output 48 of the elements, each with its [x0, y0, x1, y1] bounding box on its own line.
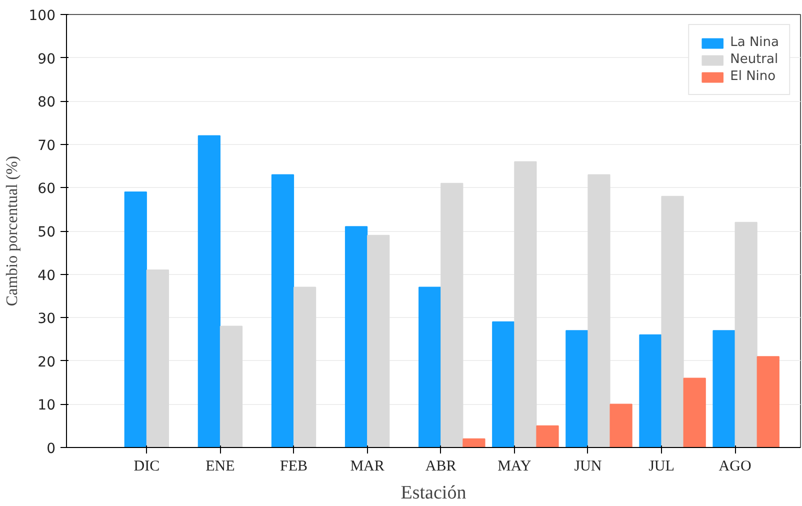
bar [588, 174, 610, 448]
bar [712, 330, 736, 448]
bar [418, 286, 442, 448]
bar [293, 286, 316, 448]
y-tick-label: 40 [38, 268, 56, 284]
y-tick-label: 20 [38, 354, 56, 370]
bar [440, 182, 464, 448]
x-tick-label: JUL [648, 458, 674, 474]
bar [344, 226, 368, 448]
bar [198, 135, 220, 448]
x-tick-label: FEB [280, 458, 308, 474]
bar [536, 425, 559, 448]
bar [367, 234, 390, 448]
y-tick-label: 10 [38, 398, 56, 414]
y-tick-label: 100 [28, 8, 56, 24]
x-tick-label: MAR [350, 458, 384, 474]
bar [124, 192, 147, 448]
x-tick-label: ABR [425, 458, 456, 474]
bar [734, 222, 758, 448]
bar [639, 334, 662, 448]
x-tick-label: JUN [574, 458, 602, 474]
x-tick-label: AGO [718, 458, 752, 474]
legend-label: Neutral [730, 52, 778, 67]
bar [514, 161, 537, 448]
bar [661, 196, 684, 448]
y-tick-label: 50 [38, 224, 56, 240]
bar [146, 269, 170, 448]
bar [271, 174, 294, 448]
bar [462, 438, 486, 448]
bar [610, 404, 632, 448]
y-tick-label: 60 [38, 181, 56, 198]
y-tick-label: 30 [38, 311, 56, 328]
y-tick-label: 70 [38, 138, 56, 154]
x-tick-label: ENE [206, 458, 235, 474]
bar [492, 321, 515, 448]
y-tick-label: 0 [46, 441, 56, 457]
x-axis-title: Estación [400, 482, 467, 504]
x-tick-label: DIC [134, 458, 160, 474]
legend-label: La Nina [730, 35, 779, 50]
y-tick-label: 80 [38, 94, 56, 111]
bar [566, 330, 588, 448]
bar [756, 356, 780, 448]
x-tick-label: MAY [498, 458, 532, 474]
y-axis-title: Cambio porcentual (%) [4, 156, 21, 306]
bar [220, 326, 243, 448]
legend-label: El Nino [730, 69, 776, 84]
y-tick-label: 90 [38, 51, 56, 68]
bar [683, 378, 706, 448]
